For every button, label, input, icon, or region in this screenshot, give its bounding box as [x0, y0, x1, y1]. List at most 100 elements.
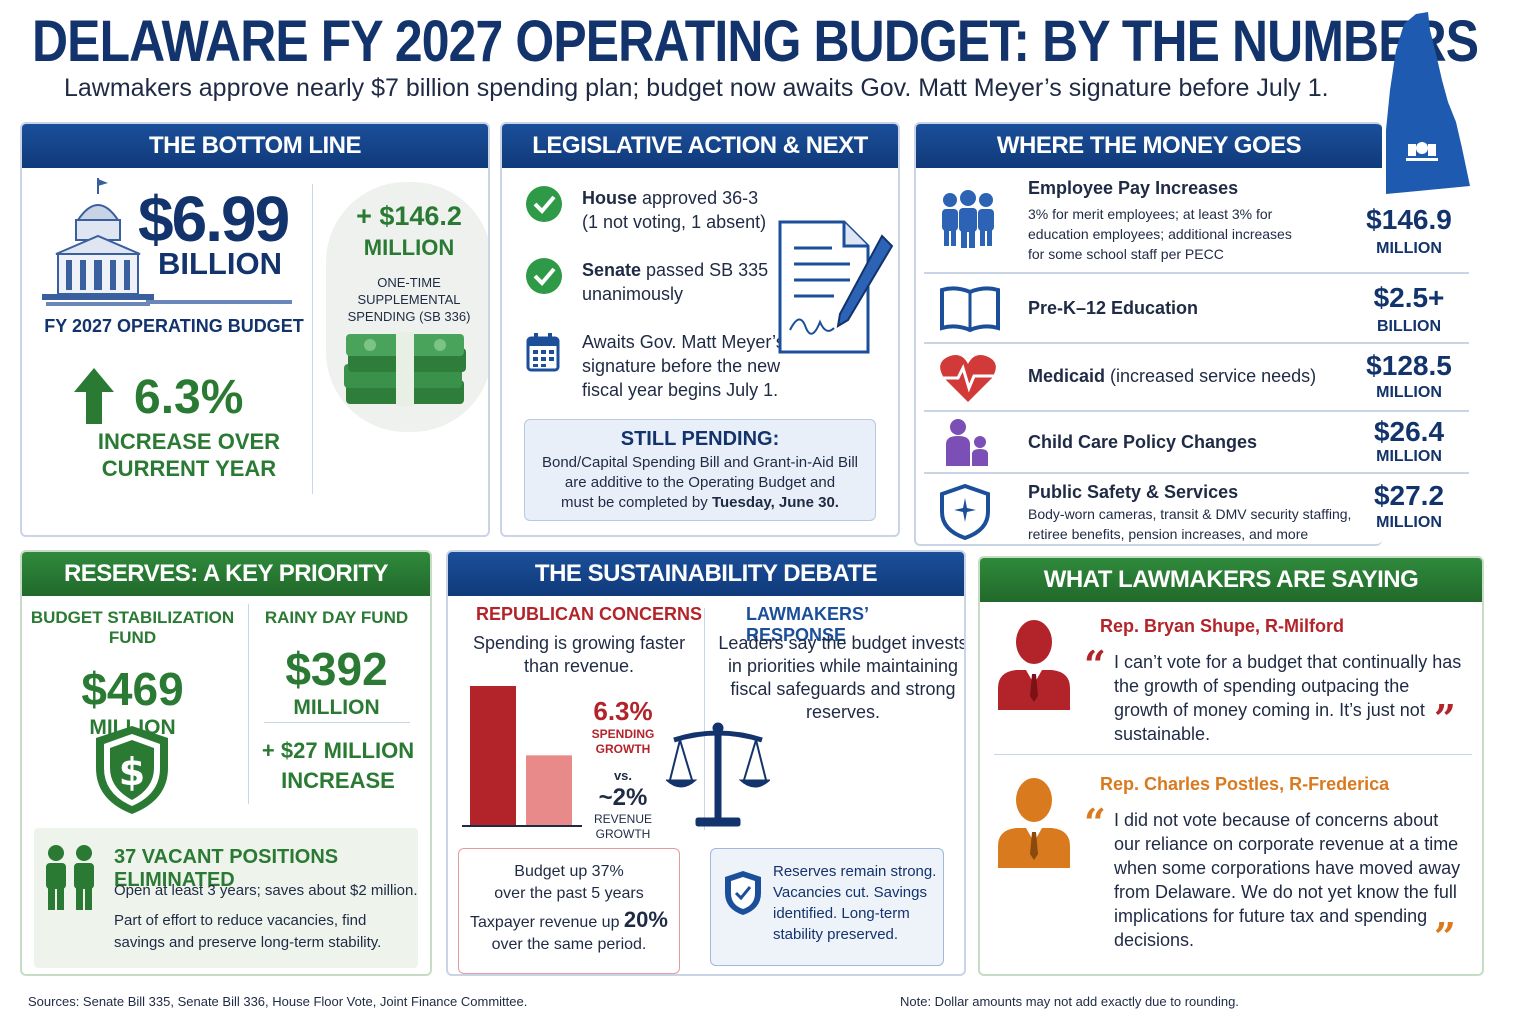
senate-vote: Senate passed SB 335 unanimously: [582, 260, 769, 304]
growth-bar: [526, 755, 572, 826]
money-item-amount: $146.9: [1366, 204, 1452, 235]
supplemental-amount: + $146.2 MILLION: [356, 201, 462, 260]
bottom-line-panel: THE BOTTOM LINE $6.99 BILLION FY 2027 OP…: [20, 122, 490, 537]
money-item-amount: $26.4: [1373, 416, 1445, 447]
quote-text: I can’t vote for a budget that continual…: [1114, 652, 1462, 744]
money-item: Medicaid (increased service needs) $128.…: [924, 344, 1469, 412]
checkmark-icon: [526, 186, 562, 222]
money-item-label: Child Care Policy Changes: [1028, 432, 1258, 452]
quotes-heading: WHAT LAWMAKERS ARE SAYING: [980, 558, 1482, 602]
up-arrow-icon: [74, 368, 114, 424]
document-signing-icon: [778, 220, 894, 354]
still-pending-title: STILL PENDING:: [620, 428, 780, 450]
fund-amount: $469: [81, 663, 184, 715]
fund-name: RAINY DAY FUND: [264, 608, 409, 627]
revenue-growth-label: REVENUE GROWTH: [593, 812, 652, 841]
money-list: Employee Pay Increases 3% for merit empl…: [914, 166, 1474, 546]
close-quote-icon: ”: [1434, 914, 1456, 959]
shield-check-icon: [725, 871, 761, 915]
fund-amount: $392: [285, 643, 388, 695]
budget-stabilization-fund: BUDGET STABILIZATION FUND $469 MILLION: [30, 608, 235, 740]
vacant-positions-effort: Part of effort to reduce vacancies, find…: [114, 912, 382, 951]
money-item-amount: $2.5+: [1373, 282, 1445, 313]
parent-child-icon: [946, 419, 988, 466]
money-item-label: Public Safety & Services: [1028, 482, 1239, 502]
book-icon: [940, 286, 1000, 333]
dollar-shield-icon: $: [96, 726, 168, 814]
money-heading: WHERE THE MONEY GOES: [916, 124, 1382, 168]
supplemental-note: ONE-TIME SUPPLEMENTAL SPENDING (SB 336): [347, 275, 471, 324]
delaware-map-icon: [1386, 12, 1470, 194]
bottom-line-heading: THE BOTTOM LINE: [22, 124, 488, 168]
still-pending-box: STILL PENDING: Bond/Capital Spending Bil…: [524, 419, 876, 521]
sustainability-heading: THE SUSTAINABILITY DEBATE: [448, 552, 964, 596]
money-item-label: Medicaid (increased service needs): [1028, 366, 1317, 386]
budget-total-amount: $6.99: [138, 183, 290, 255]
money-item-amount: $27.2: [1373, 480, 1445, 511]
lawmakers-response-text: Leaders say the budget invests in priori…: [718, 633, 966, 722]
spending-growth-label: SPENDING GROWTH: [591, 727, 655, 756]
page-title: DELAWARE FY 2027 OPERATING BUDGET: BY TH…: [32, 9, 1479, 74]
vacant-positions-box: [34, 828, 418, 968]
reserves-divider: [248, 604, 249, 804]
spending-growth-value: 6.3%: [593, 696, 653, 726]
quotes-panel: WHAT LAWMAKERS ARE SAYING Rep. Bryan Shu…: [978, 556, 1484, 976]
quotes-divider: [994, 754, 1472, 755]
capitol-baseline: [146, 300, 292, 304]
money-item-unit: MILLION: [1376, 240, 1442, 257]
rainy-day-increase: + $27 MILLION INCREASE: [261, 738, 415, 793]
legislative-panel: LEGISLATIVE ACTION & NEXT STEPS House ap…: [500, 122, 900, 537]
budget-total-caption: FY 2027 OPERATING BUDGET: [44, 316, 304, 336]
revenue-growth-stat: ~2% REVENUE GROWTH: [580, 784, 666, 842]
svg-text:$: $: [119, 750, 145, 794]
checkmark-icon: [526, 258, 562, 294]
reserves-panel: RESERVES: A KEY PRIORITY BUDGET STABILIZ…: [20, 550, 432, 976]
money-panel: WHERE THE MONEY GOES: [914, 122, 1382, 546]
reserves-heading: RESERVES: A KEY PRIORITY: [22, 552, 430, 596]
budget-growth-box: Budget up 37% over the past 5 years Taxp…: [458, 848, 680, 974]
money-item-unit: MILLION: [1376, 384, 1442, 401]
scales-of-justice-icon: [666, 722, 770, 827]
page-subtitle: Lawmakers approve nearly $7 billion spen…: [64, 74, 1329, 102]
quote-text: I did not vote because of concerns about…: [1114, 810, 1461, 950]
money-item-desc: 3% for merit employees; at least 3% for …: [1028, 206, 1292, 262]
money-item-desc: Body-worn cameras, transit & DMV securit…: [1028, 506, 1352, 542]
rainy-day-divider: [264, 722, 410, 723]
capitol-building-icon: [42, 178, 154, 306]
reserves-strong-box: Reserves remain strong. Vacancies cut. S…: [710, 848, 944, 966]
money-item: Child Care Policy Changes $26.4 MILLION: [924, 412, 1469, 474]
money-item-amount: $128.5: [1366, 350, 1452, 381]
fund-unit: MILLION: [293, 696, 380, 719]
bottom-line-divider: [312, 184, 313, 494]
rounding-footnote: Note: Dollar amounts may not add exactly…: [900, 994, 1239, 1009]
quote-author: Rep. Bryan Shupe, R-Milford: [1100, 616, 1345, 636]
republican-concerns-heading: REPUBLICAN CONCERNS: [476, 604, 703, 624]
money-item-unit: BILLION: [1377, 318, 1441, 335]
legislative-heading: LEGISLATIVE ACTION & NEXT STEPS: [502, 124, 898, 203]
sustainability-panel: THE SUSTAINABILITY DEBATE REPUBLICAN CON…: [446, 550, 966, 976]
money-item-unit: MILLION: [1376, 448, 1442, 465]
close-quote-icon: ”: [1434, 696, 1456, 741]
increase-caption: INCREASE OVER CURRENT YEAR: [97, 429, 281, 481]
debate-divider: [704, 608, 705, 830]
house-vote: House approved 36-3 (1 not voting, 1 abs…: [582, 188, 767, 232]
money-item: Public Safety & Services Body-worn camer…: [924, 474, 1469, 544]
republican-concerns-text: Spending is growing faster than revenue.: [472, 633, 686, 676]
vacant-positions-title: 37 VACANT POSITIONS ELIMINATED: [114, 846, 339, 891]
open-quote-icon: “: [1084, 800, 1106, 845]
two-people-icon: [46, 845, 94, 910]
money-item: Pre-K–12 Education $2.5+ BILLION: [924, 274, 1469, 344]
sources-footnote: Sources: Senate Bill 335, Senate Bill 33…: [28, 994, 528, 1009]
increase-percent: 6.3%: [134, 371, 244, 424]
shield-icon: [940, 484, 990, 540]
spending-growth-stat: 6.3% SPENDING GROWTH: [580, 696, 666, 757]
money-item-label: Employee Pay Increases: [1028, 178, 1239, 198]
reserves-strong-text: Reserves remain strong. Vacancies cut. S…: [773, 863, 937, 943]
still-pending-text: Bond/Capital Spending Bill and Grant-in-…: [541, 454, 858, 511]
money-item: Employee Pay Increases 3% for merit empl…: [924, 166, 1469, 274]
quote-author: Rep. Charles Postles, R-Frederica: [1100, 774, 1390, 794]
heart-pulse-icon: [940, 355, 996, 402]
revenue-growth-value: ~2%: [598, 784, 648, 811]
money-stack-icon: [344, 332, 466, 406]
person-silhouette-icon: [998, 620, 1070, 710]
